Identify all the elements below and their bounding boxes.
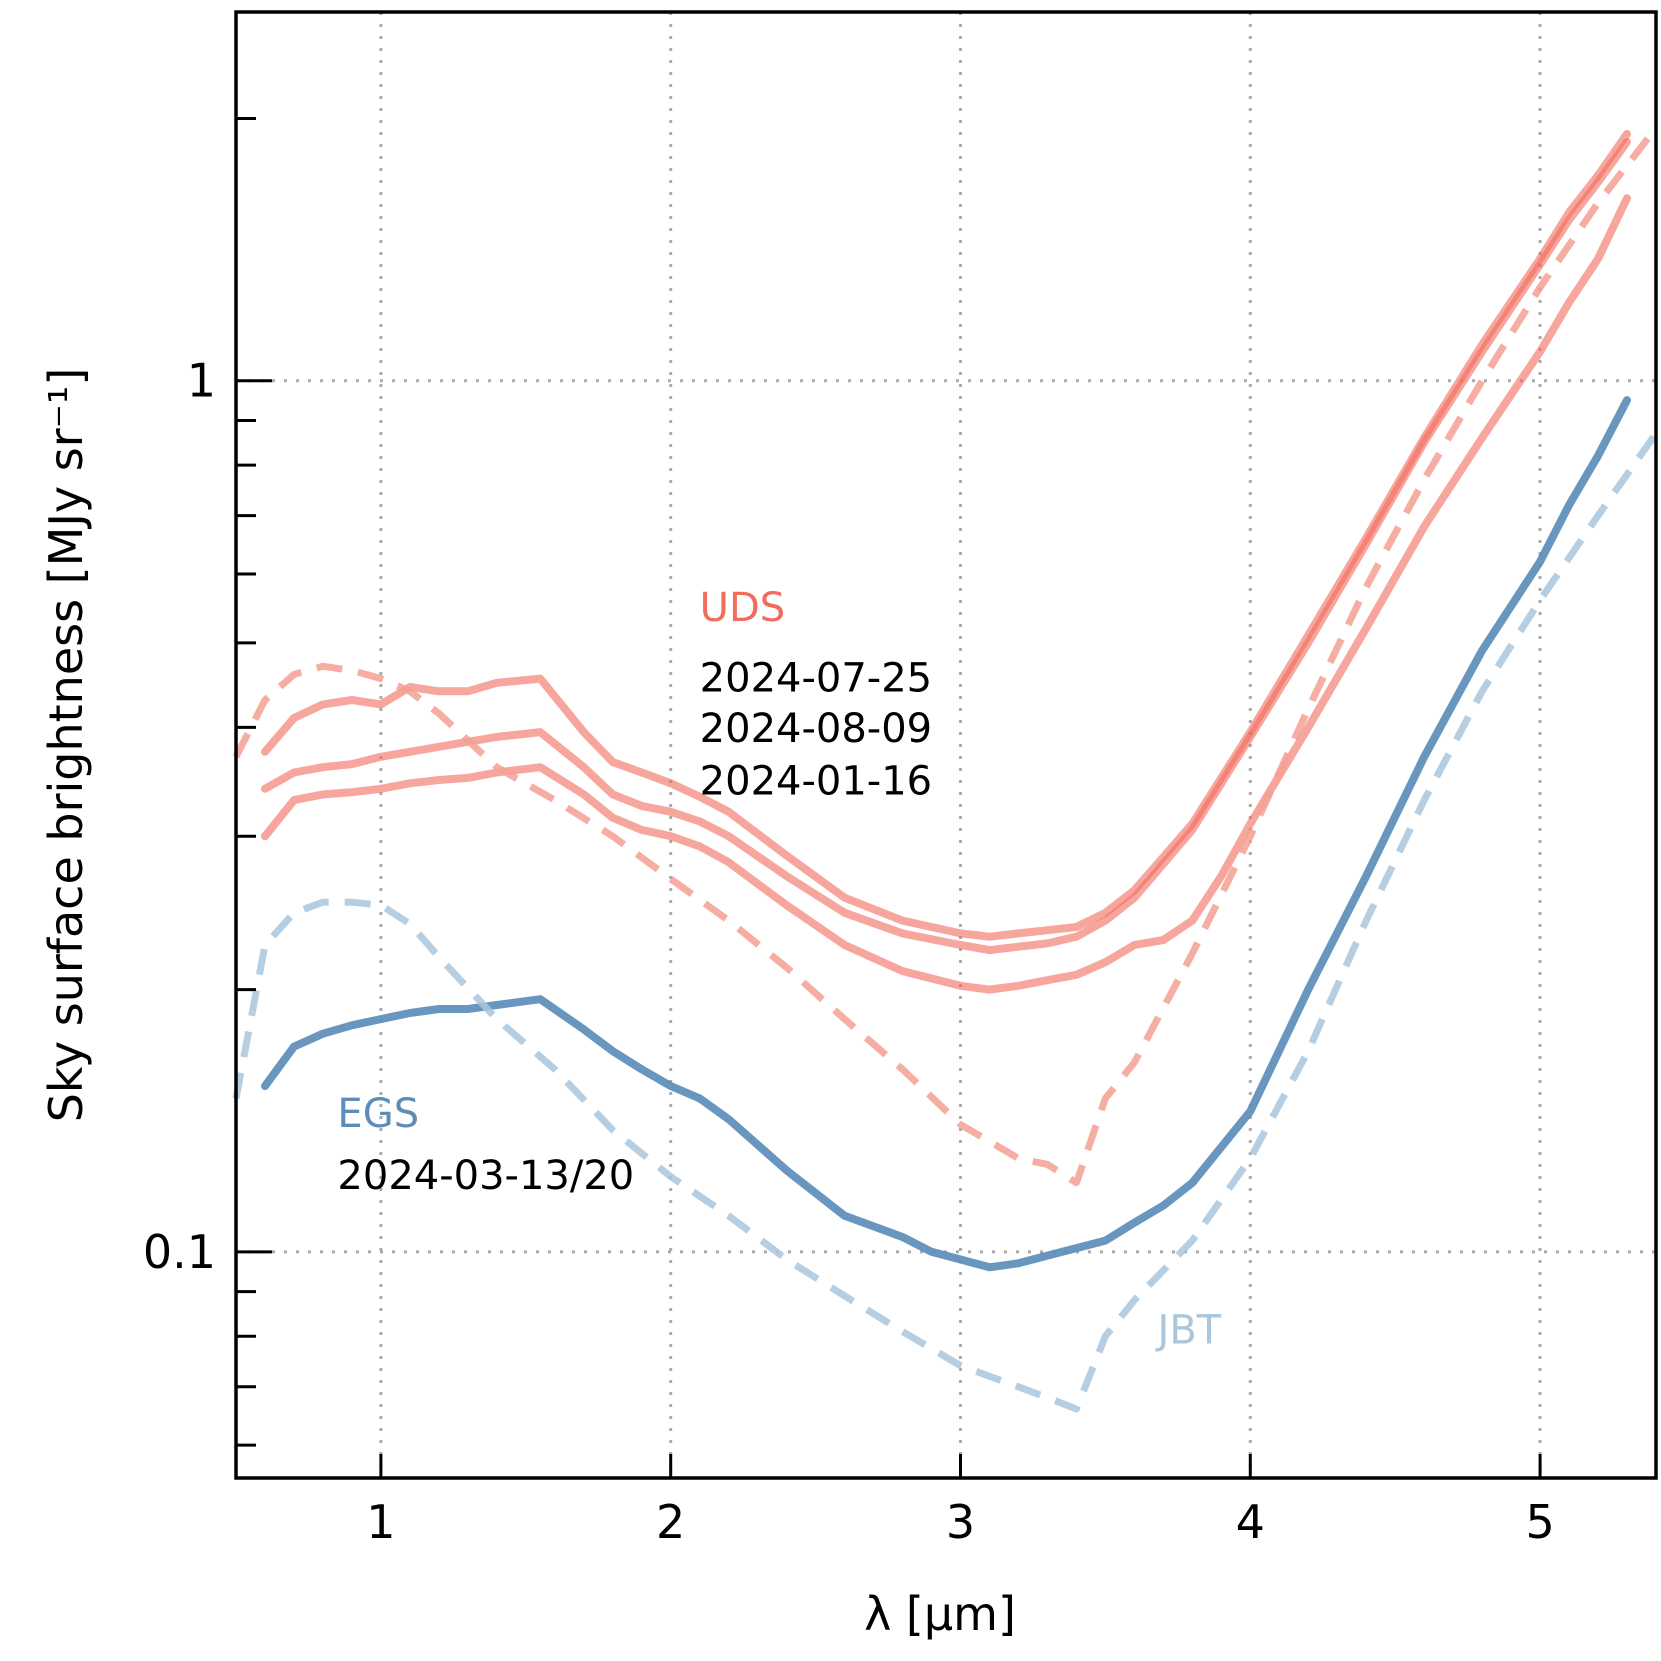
x-tick-label-2: 2	[656, 1495, 685, 1549]
y-tick-label-2: 1	[187, 354, 216, 408]
x-tick-label-1: 1	[366, 1495, 395, 1549]
annotation-3: 2024-08-09	[700, 706, 932, 752]
annotation-7: JBT	[1155, 1307, 1222, 1353]
series-line-2	[261, 137, 1631, 955]
x-tick-label-5: 5	[1525, 1495, 1554, 1549]
series-line-4	[261, 396, 1631, 1272]
series-line-5	[232, 125, 1659, 1187]
annotation-layer: UDS 2024-07-25 2024-08-09 2024-01-16 EGS 2024…	[337, 585, 1221, 1354]
x-tick-label-3: 3	[946, 1495, 975, 1549]
annotation-6: 2024-03-13/20	[337, 1153, 634, 1199]
series-line-6	[232, 431, 1659, 1413]
annotation-1: UDS	[700, 585, 785, 631]
series-layer	[232, 125, 1659, 1413]
axes-layer: 1 2 3 4 5 0.1 1	[143, 10, 1658, 1549]
y-axis-label: Sky surface brightness [MJy sr⁻¹]	[39, 368, 93, 1123]
annotation-2: 2024-07-25	[700, 655, 932, 701]
axes-frame	[234, 10, 1658, 1480]
annotation-5: EGS	[337, 1091, 419, 1137]
x-axis-label: λ [μm]	[864, 1587, 1016, 1641]
x-tick-label-4: 4	[1236, 1495, 1265, 1549]
annotation-4: 2024-01-16	[700, 758, 932, 804]
y-tick-label-1: 0.1	[143, 1225, 216, 1279]
series-line-3	[261, 194, 1631, 994]
